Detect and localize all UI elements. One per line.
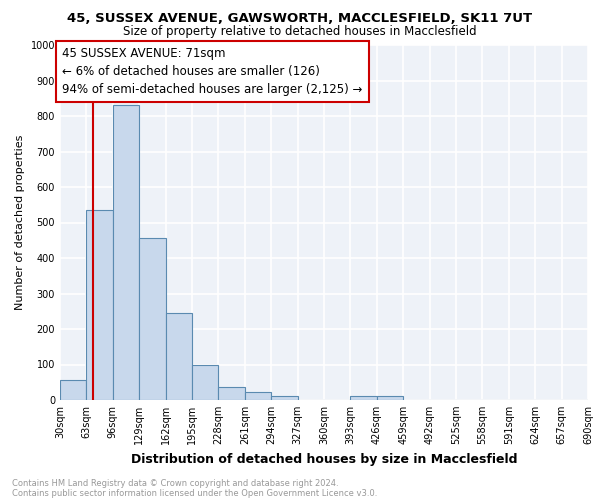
Bar — [139, 238, 166, 400]
Text: Contains public sector information licensed under the Open Government Licence v3: Contains public sector information licen… — [12, 488, 377, 498]
Text: Size of property relative to detached houses in Macclesfield: Size of property relative to detached ho… — [123, 25, 477, 38]
Bar — [192, 364, 218, 400]
Y-axis label: Number of detached properties: Number of detached properties — [15, 135, 25, 310]
Text: 45, SUSSEX AVENUE, GAWSWORTH, MACCLESFIELD, SK11 7UT: 45, SUSSEX AVENUE, GAWSWORTH, MACCLESFIE… — [67, 12, 533, 26]
Bar — [60, 380, 86, 400]
X-axis label: Distribution of detached houses by size in Macclesfield: Distribution of detached houses by size … — [131, 452, 517, 466]
Bar — [245, 392, 271, 400]
Text: 45 SUSSEX AVENUE: 71sqm
← 6% of detached houses are smaller (126)
94% of semi-de: 45 SUSSEX AVENUE: 71sqm ← 6% of detached… — [62, 47, 363, 96]
Bar — [350, 396, 377, 400]
Text: Contains HM Land Registry data © Crown copyright and database right 2024.: Contains HM Land Registry data © Crown c… — [12, 478, 338, 488]
Bar — [86, 210, 113, 400]
Bar — [377, 396, 403, 400]
Bar — [113, 106, 139, 400]
Bar — [166, 313, 192, 400]
Bar — [218, 387, 245, 400]
Bar — [271, 396, 298, 400]
